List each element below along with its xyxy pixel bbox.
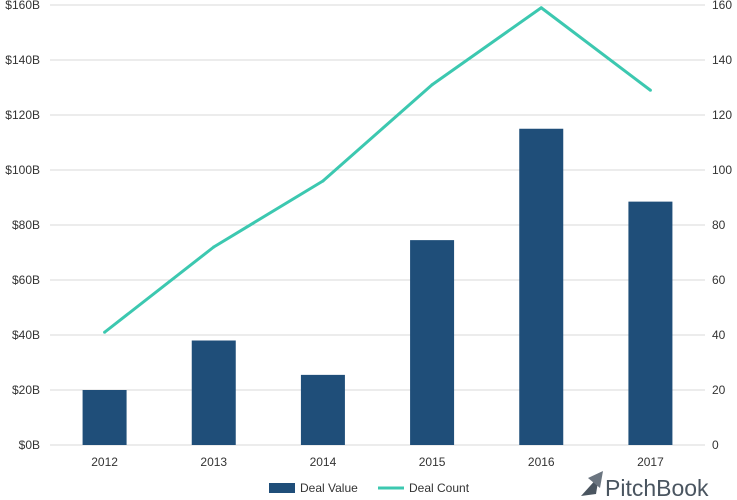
deal-count-point-2012 xyxy=(103,330,107,334)
deal-value-bar-2015 xyxy=(410,240,455,445)
deal-value-bar-2014 xyxy=(300,374,345,445)
left-y-tick-label: $120B xyxy=(5,108,40,122)
pitchbook-logo-icon xyxy=(581,471,603,496)
left-y-tick-label: $0B xyxy=(19,438,40,452)
deal-value-bar-2012 xyxy=(82,390,127,445)
left-y-tick-label: $20B xyxy=(12,383,40,397)
legend-label-deal-count: Deal Count xyxy=(409,481,470,495)
deal-count-line-group xyxy=(103,6,652,334)
deal-count-point-2013 xyxy=(212,245,216,249)
left-y-tick-label: $80B xyxy=(12,218,40,232)
right-y-tick-label: 80 xyxy=(712,218,726,232)
x-tick-label: 2017 xyxy=(637,455,664,469)
left-y-tick-label: $140B xyxy=(5,53,40,67)
deal-value-bars xyxy=(82,128,673,445)
x-tick-label: 2014 xyxy=(310,455,337,469)
right-y-tick-label: 140 xyxy=(712,53,732,67)
right-y-tick-label: 60 xyxy=(712,273,726,287)
right-y-tick-label: 20 xyxy=(712,383,726,397)
gridlines xyxy=(50,4,705,446)
deal-count-point-2014 xyxy=(321,179,325,183)
right-y-tick-label: 120 xyxy=(712,108,732,122)
deal-value-bar-2013 xyxy=(191,340,236,445)
deal-count-line xyxy=(103,6,652,334)
right-y-axis: 0 20 40 60 80 100 120 140 160 xyxy=(712,0,732,452)
deal-count-point-2017 xyxy=(648,88,652,92)
right-y-tick-label: 100 xyxy=(712,163,732,177)
x-axis: 2012 2013 2014 2015 2016 2017 xyxy=(91,455,664,469)
x-tick-label: 2015 xyxy=(419,455,446,469)
x-tick-label: 2012 xyxy=(91,455,118,469)
left-y-tick-label: $60B xyxy=(12,273,40,287)
deal-value-bar-2017 xyxy=(628,201,673,445)
x-tick-label: 2013 xyxy=(200,455,227,469)
left-y-tick-label: $160B xyxy=(5,0,40,12)
deal-count-point-2015 xyxy=(430,83,434,87)
deal-value-bar-2016 xyxy=(519,128,564,445)
left-y-tick-label: $100B xyxy=(5,163,40,177)
x-tick-label: 2016 xyxy=(528,455,555,469)
brand-wordmark: PitchBook xyxy=(605,475,709,500)
pitchbook-brand: PitchBook xyxy=(581,471,709,500)
legend-swatch-deal-value xyxy=(269,483,295,493)
legend: Deal Value Deal Count xyxy=(269,481,470,495)
left-y-tick-label: $40B xyxy=(12,328,40,342)
left-y-axis: $0B $20B $40B $60B $80B $100B $120B $140B $160B xyxy=(5,0,40,452)
right-y-tick-label: 40 xyxy=(712,328,726,342)
deal-count-point-2016 xyxy=(539,6,543,10)
right-y-tick-label: 0 xyxy=(712,438,719,452)
legend-label-deal-value: Deal Value xyxy=(300,481,358,495)
right-y-tick-label: 160 xyxy=(712,0,732,12)
